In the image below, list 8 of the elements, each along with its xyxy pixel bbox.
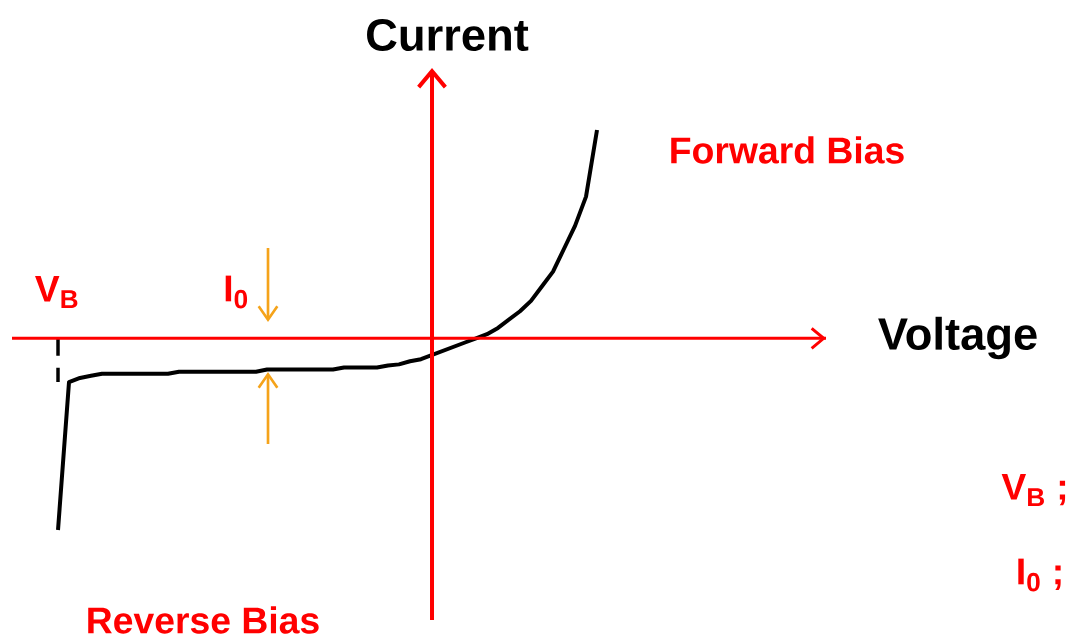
text: V$_{B}$ ; xyxy=(1001,473,1066,507)
text: Reverse Bias xyxy=(88,606,319,634)
text: Forward Bias xyxy=(671,136,904,164)
annotation: I$_{0}$ xyxy=(225,275,248,309)
text: Voltage xyxy=(878,316,1037,360)
y-axis-title: Current xyxy=(367,18,529,51)
text: I$_{0}$ ; xyxy=(1018,558,1061,592)
annotation: V$_{B}$ xyxy=(35,275,78,309)
